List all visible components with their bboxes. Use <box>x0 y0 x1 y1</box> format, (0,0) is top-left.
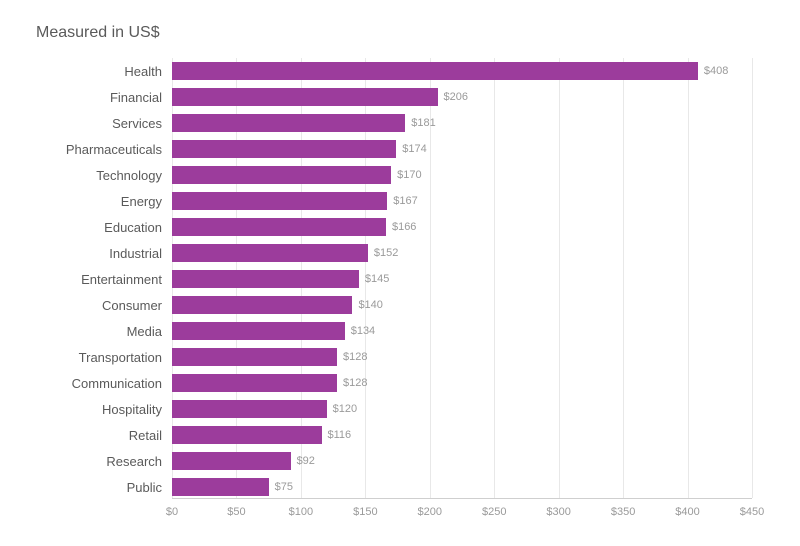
value-label: $166 <box>392 221 416 233</box>
category-label: Industrial <box>4 246 162 261</box>
bar <box>172 192 387 210</box>
category-label: Services <box>4 116 162 131</box>
category-label: Transportation <box>4 350 162 365</box>
bar <box>172 374 337 392</box>
grid-line <box>752 58 753 498</box>
category-label: Pharmaceuticals <box>4 142 162 157</box>
value-label: $167 <box>393 195 417 207</box>
x-tick-label: $100 <box>289 506 313 518</box>
bar <box>172 322 345 340</box>
bar <box>172 426 322 444</box>
value-label: $170 <box>397 169 421 181</box>
bar <box>172 296 352 314</box>
value-label: $134 <box>351 325 375 337</box>
plot-area: $0$50$100$150$200$250$300$350$400$450Hea… <box>172 58 752 498</box>
bar <box>172 478 269 496</box>
bar <box>172 400 327 418</box>
value-label: $128 <box>343 377 367 389</box>
x-tick-label: $0 <box>166 506 178 518</box>
bar <box>172 88 438 106</box>
chart-title: Measured in US$ <box>36 24 160 42</box>
grid-line <box>559 58 560 498</box>
value-label: $181 <box>411 117 435 129</box>
bar <box>172 452 291 470</box>
x-tick-label: $200 <box>418 506 442 518</box>
category-label: Retail <box>4 428 162 443</box>
value-label: $75 <box>275 481 293 493</box>
x-axis <box>172 498 752 499</box>
bar <box>172 270 359 288</box>
category-label: Consumer <box>4 298 162 313</box>
x-tick-label: $150 <box>353 506 377 518</box>
x-tick-label: $400 <box>675 506 699 518</box>
category-label: Communication <box>4 376 162 391</box>
category-label: Education <box>4 220 162 235</box>
category-label: Health <box>4 64 162 79</box>
bar <box>172 166 391 184</box>
category-label: Entertainment <box>4 272 162 287</box>
bar <box>172 114 405 132</box>
grid-line <box>494 58 495 498</box>
value-label: $120 <box>333 403 357 415</box>
value-label: $408 <box>704 65 728 77</box>
category-label: Technology <box>4 168 162 183</box>
category-label: Energy <box>4 194 162 209</box>
category-label: Media <box>4 324 162 339</box>
x-tick-label: $50 <box>227 506 245 518</box>
bar <box>172 244 368 262</box>
chart-container: Measured in US$ $0$50$100$150$200$250$30… <box>0 0 800 546</box>
grid-line <box>688 58 689 498</box>
x-tick-label: $350 <box>611 506 635 518</box>
value-label: $145 <box>365 273 389 285</box>
x-tick-label: $250 <box>482 506 506 518</box>
value-label: $174 <box>402 143 426 155</box>
x-tick-label: $300 <box>546 506 570 518</box>
value-label: $116 <box>328 429 352 441</box>
value-label: $140 <box>358 299 382 311</box>
bar <box>172 62 698 80</box>
category-label: Research <box>4 454 162 469</box>
value-label: $92 <box>297 455 315 467</box>
value-label: $128 <box>343 351 367 363</box>
x-tick-label: $450 <box>740 506 764 518</box>
bar <box>172 140 396 158</box>
category-label: Financial <box>4 90 162 105</box>
category-label: Public <box>4 480 162 495</box>
grid-line <box>623 58 624 498</box>
category-label: Hospitality <box>4 402 162 417</box>
bar <box>172 218 386 236</box>
value-label: $152 <box>374 247 398 259</box>
value-label: $206 <box>444 91 468 103</box>
bar <box>172 348 337 366</box>
